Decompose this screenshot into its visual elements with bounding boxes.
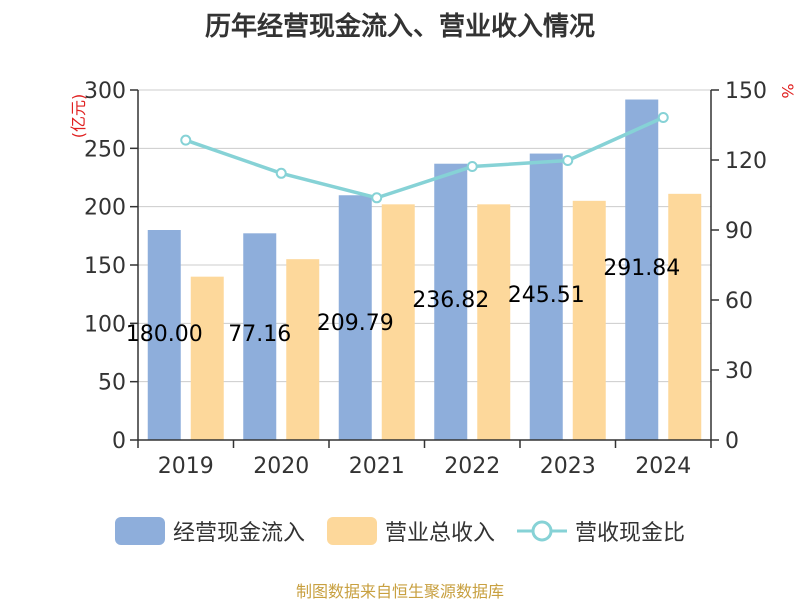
bar-cash-inflow xyxy=(529,153,563,441)
legend-line-marker-icon xyxy=(517,520,567,542)
legend: 经营现金流入 营业总收入 营收现金比 xyxy=(0,515,800,547)
ratio-point xyxy=(180,134,192,146)
right-tick-label: 150 xyxy=(725,79,767,104)
right-tick-label: 60 xyxy=(725,289,753,314)
right-tick-label: 30 xyxy=(725,359,753,384)
right-axis-unit: % xyxy=(778,83,797,98)
data-label-cash-inflow: 236.82 xyxy=(412,288,489,313)
bar-revenue xyxy=(190,276,224,440)
ratio-point xyxy=(562,154,574,166)
right-tick-label: 120 xyxy=(725,149,767,174)
left-axis-unit: (亿元) xyxy=(69,94,88,139)
ratio-point xyxy=(371,192,383,204)
x-tick-label: 2023 xyxy=(540,454,596,479)
data-label-cash-inflow: 180.00 xyxy=(126,322,203,347)
x-tick-label: 2020 xyxy=(253,454,309,479)
ratio-point xyxy=(275,167,287,179)
x-tick-label: 2019 xyxy=(158,454,214,479)
legend-swatch-cash-inflow xyxy=(114,517,165,545)
left-tick-label: 0 xyxy=(112,429,126,454)
legend-item-revenue[interactable]: 营业总收入 xyxy=(326,515,495,547)
data-label-cash-inflow: 245.51 xyxy=(508,283,585,308)
bar-cash-inflow xyxy=(147,230,181,440)
legend-label-ratio: 营收现金比 xyxy=(575,521,686,546)
left-tick-label: 100 xyxy=(84,312,126,337)
x-tick-label: 2022 xyxy=(444,454,500,479)
left-tick-label: 200 xyxy=(84,196,126,221)
legend-swatch-revenue xyxy=(326,517,377,545)
legend-label-revenue: 营业总收入 xyxy=(384,521,495,546)
source-footer: 制图数据来自恒生聚源数据库 xyxy=(295,582,504,601)
right-tick-label: 0 xyxy=(725,429,739,454)
bar-cash-inflow xyxy=(625,99,659,441)
chart-title: 历年经营现金流入、营业收入情况 xyxy=(204,12,595,42)
data-label-cash-inflow: 77.16 xyxy=(228,322,291,347)
x-tick-label: 2024 xyxy=(635,454,691,479)
data-label-cash-inflow: 291.84 xyxy=(603,256,680,281)
legend-label-cash-inflow: 经营现金流入 xyxy=(172,521,305,546)
bar-cash-inflow xyxy=(338,195,372,440)
bar-revenue xyxy=(668,193,702,440)
data-label-cash-inflow: 209.79 xyxy=(317,311,394,336)
legend-item-cash-inflow[interactable]: 经营现金流入 xyxy=(114,515,305,547)
left-tick-label: 150 xyxy=(84,254,126,279)
left-tick-label: 250 xyxy=(84,137,126,162)
ratio-line xyxy=(185,115,664,200)
ratio-point xyxy=(466,161,478,173)
bar-cash-inflow xyxy=(243,233,277,440)
left-tick-label: 300 xyxy=(84,79,126,104)
legend-item-ratio[interactable]: 营收现金比 xyxy=(517,515,685,547)
bar-revenue xyxy=(572,200,606,440)
bar-revenue xyxy=(381,204,415,440)
right-tick-label: 90 xyxy=(725,219,753,244)
left-tick-label: 50 xyxy=(98,371,126,396)
ratio-point xyxy=(657,112,669,124)
bar-cash-inflow xyxy=(434,163,468,440)
bar-revenue xyxy=(477,204,511,440)
bar-revenue xyxy=(286,259,320,440)
x-tick-label: 2021 xyxy=(349,454,405,479)
